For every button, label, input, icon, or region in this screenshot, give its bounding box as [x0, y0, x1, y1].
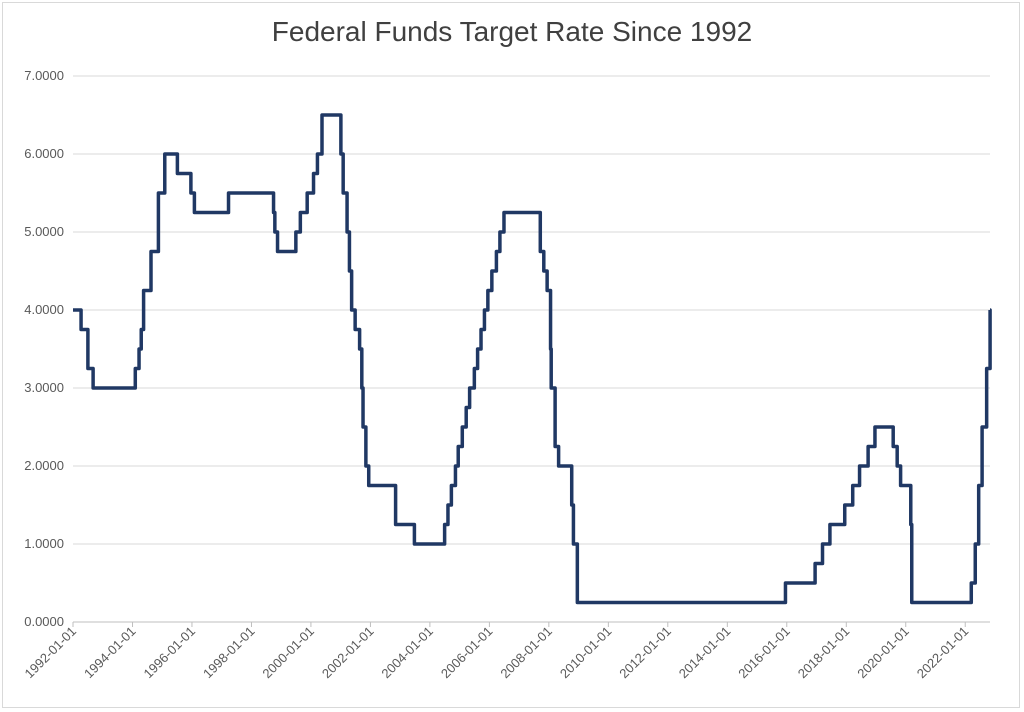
x-tick-label: 2012-01-01: [616, 624, 674, 682]
x-tick-label: 1998-01-01: [200, 624, 258, 682]
x-tick-label: 2020-01-01: [854, 624, 912, 682]
series-layer: [73, 113, 992, 605]
x-tick-label: 2016-01-01: [735, 624, 793, 682]
x-tick-label: 2022-01-01: [914, 624, 972, 682]
x-tick-label: 2000-01-01: [259, 624, 317, 682]
y-tick-label: 2.0000: [24, 458, 64, 473]
y-tick-label: 0.0000: [24, 614, 64, 629]
chart-title: Federal Funds Target Rate Since 1992: [271, 16, 753, 47]
x-axis-ticks: 1992-01-01 1994-01-01 1996-01-01 1998-01-01…: [21, 622, 971, 681]
x-tick-label: 1992-01-01: [21, 624, 79, 682]
x-tick-label: 2008-01-01: [497, 624, 555, 682]
gridlines: [73, 75, 990, 623]
x-tick-label: 2018-01-01: [795, 624, 853, 682]
y-tick-label: 6.0000: [24, 146, 64, 161]
y-tick-label: 1.0000: [24, 536, 64, 551]
y-tick-label: 7.0000: [24, 68, 64, 83]
x-tick-label: 2006-01-01: [438, 624, 496, 682]
y-axis-ticks: 0.0000 1.0000 2.0000 3.0000 4.0000 5.0000 6.00…: [24, 68, 64, 629]
x-tick-label: 2014-01-01: [676, 624, 734, 682]
x-tick-label: 1996-01-01: [140, 624, 198, 682]
series-line: [73, 113, 992, 605]
y-tick-label: 4.0000: [24, 302, 64, 317]
x-tick-label: 2004-01-01: [378, 624, 436, 682]
x-tick-label: 2002-01-01: [319, 624, 377, 682]
x-tick-label: 1994-01-01: [81, 624, 139, 682]
x-tick-label: 2010-01-01: [557, 624, 615, 682]
y-tick-label: 3.0000: [24, 380, 64, 395]
y-tick-label: 5.0000: [24, 224, 64, 239]
